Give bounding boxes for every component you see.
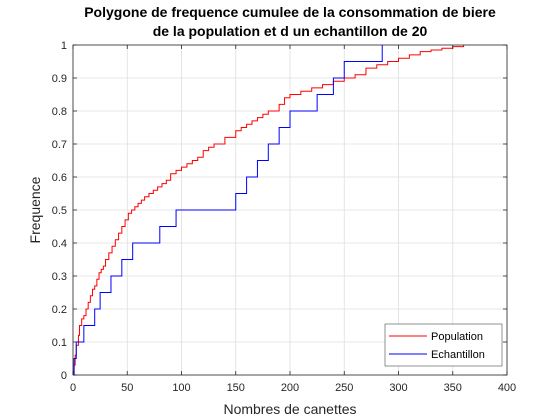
x-tick-label: 200 [281, 382, 299, 394]
axes [72, 44, 508, 376]
y-tick-label: 1 [61, 40, 67, 52]
x-tick-label: 400 [498, 382, 516, 394]
chart-title-line-1: Polygone de frequence cumulee de la cons… [84, 4, 496, 20]
chart-title-line-2: de la population et d un echantillon de … [153, 23, 428, 39]
y-tick-label: 0.7 [52, 139, 67, 151]
y-tick-label: 0.6 [52, 172, 67, 184]
x-tick-label: 300 [389, 382, 407, 394]
y-tick-label: 0.9 [52, 73, 67, 85]
x-tick-label: 100 [172, 382, 190, 394]
y-tick-label: 0.5 [52, 205, 67, 217]
series-line-population [73, 45, 465, 376]
legend: Population Echantillon [384, 323, 503, 367]
y-tick-label: 0.2 [52, 304, 67, 316]
legend-box [384, 323, 503, 367]
legend-label-population: Population [431, 331, 483, 343]
x-tick-label: 150 [227, 382, 245, 394]
legend-label-echantillon: Echantillon [431, 349, 485, 361]
y-axis-label: Frequence [27, 176, 43, 243]
x-axis-label: Nombres de canettes [223, 401, 356, 417]
y-tick-label: 0.1 [52, 337, 67, 349]
x-tick-label: 250 [335, 382, 353, 394]
x-tick-label: 350 [444, 382, 462, 394]
y-tick-label: 0.3 [52, 271, 67, 283]
tick-labels: 0 50 100 150 200 250 300 350 400 0 0.1 0.2 0.3 0.4 0.5… [52, 40, 516, 394]
x-tick-label: 50 [121, 382, 133, 394]
y-tick-label: 0.4 [52, 238, 67, 250]
series-line-echantillon [73, 45, 383, 375]
y-tick-label: 0 [61, 370, 67, 382]
plot-series [73, 45, 465, 376]
y-tick-label: 0.8 [52, 106, 67, 118]
x-tick-label: 0 [70, 382, 76, 394]
